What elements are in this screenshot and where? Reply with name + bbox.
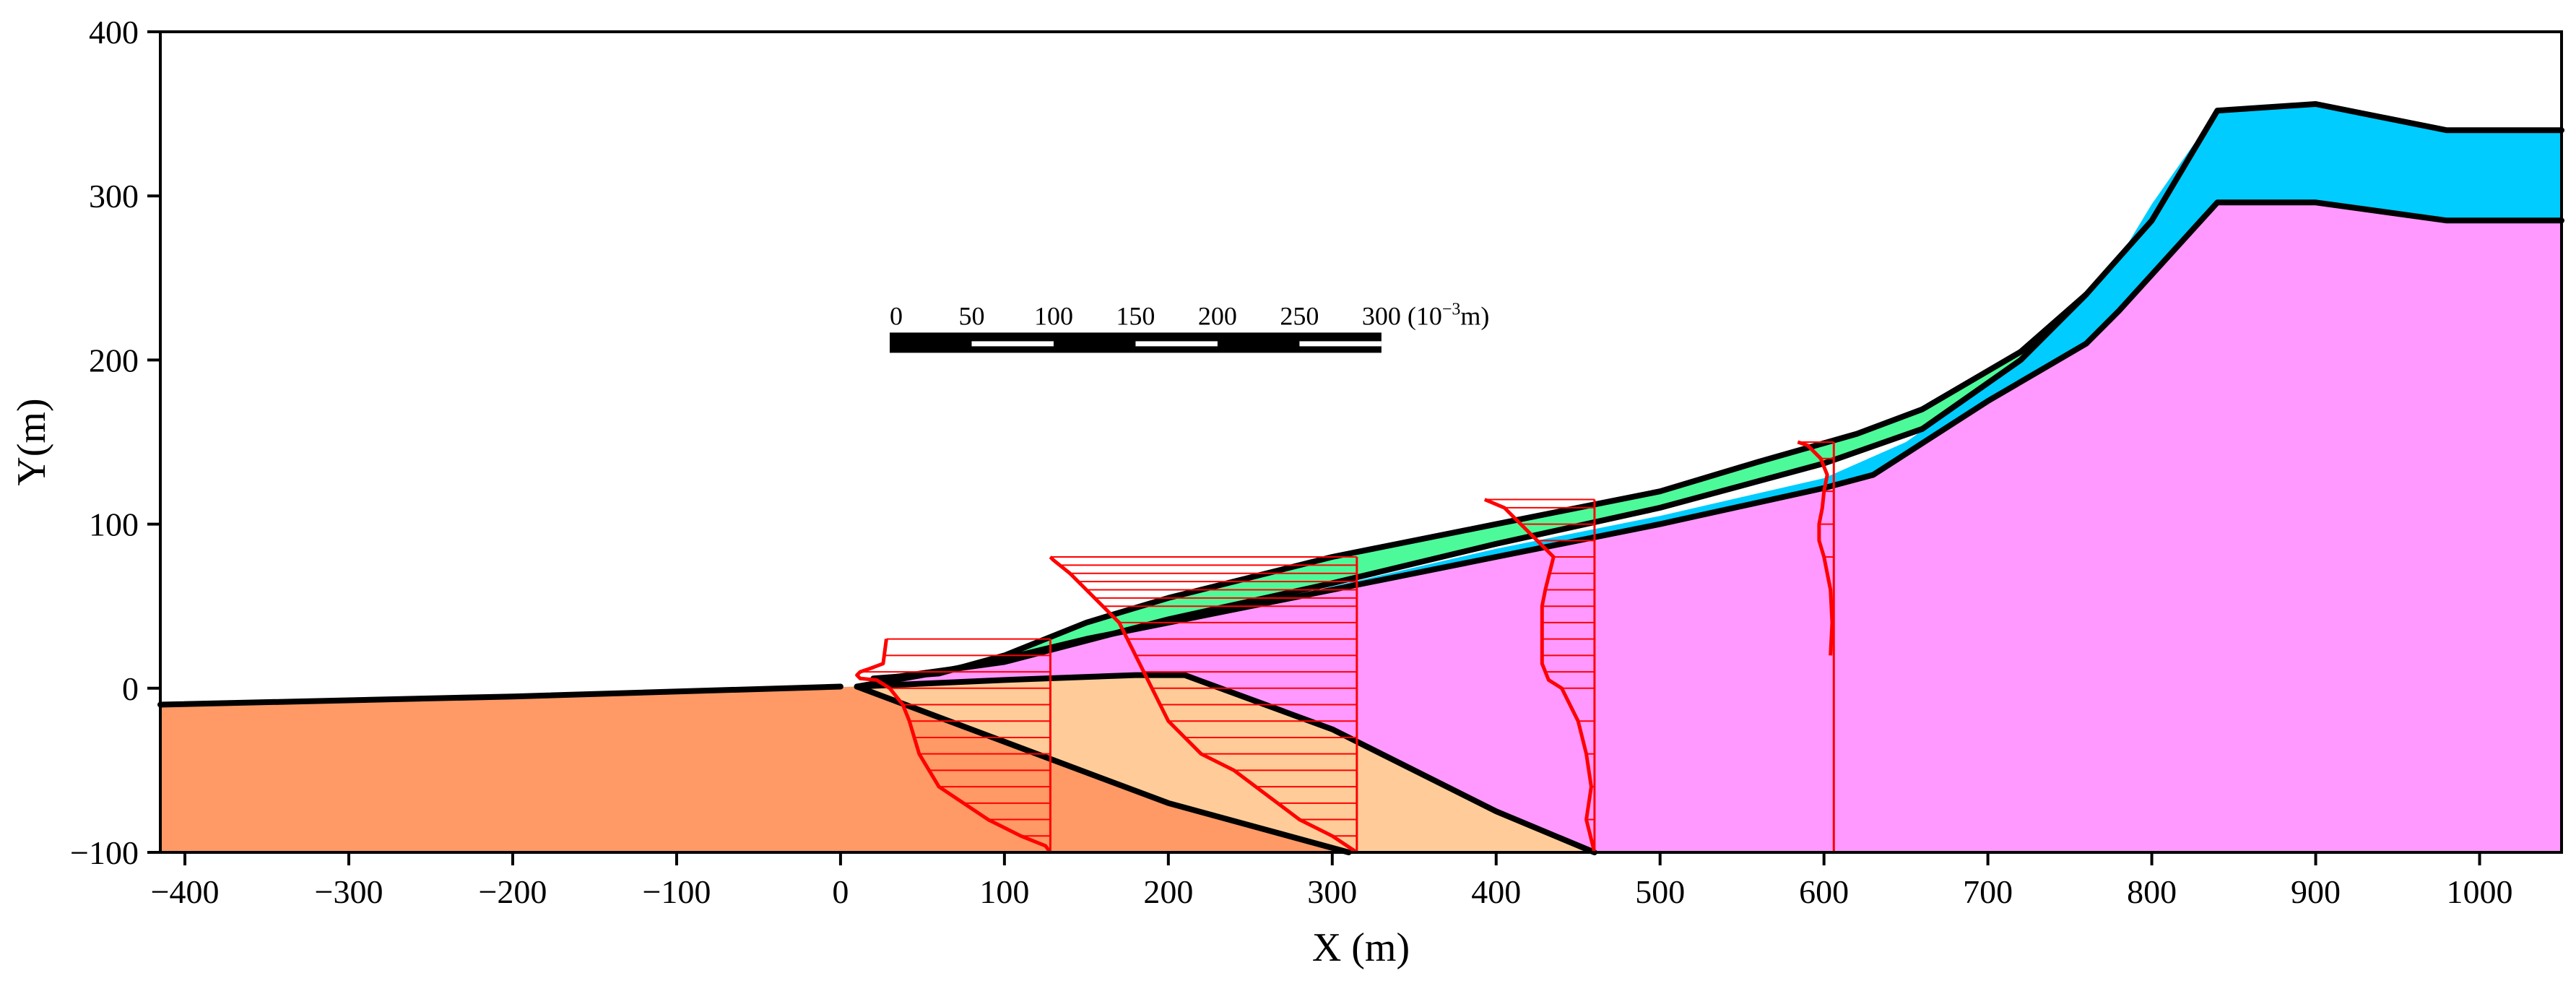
- displacement-profile-3: [1483, 498, 1597, 853]
- scale-bar-tick-label: 200: [1198, 301, 1237, 330]
- x-tick-label: −300: [315, 873, 383, 910]
- x-tick-label: 0: [832, 873, 849, 910]
- x-axis: −400 −300 −200 −100 0 100 200 300 400 500 600 700 80…: [151, 852, 2513, 910]
- x-tick-label: 700: [1963, 873, 2013, 910]
- y-tick-label: −100: [70, 834, 139, 871]
- displacement-scale-bar: 0 50 100 150 200 250 300 (10−3m): [889, 300, 1490, 353]
- x-tick-label: 100: [979, 873, 1029, 910]
- profile-curve: [855, 639, 1052, 854]
- scale-bar-tick-label: 0: [890, 301, 903, 330]
- y-axis: −100 0 100 200 300 400: [70, 14, 160, 871]
- x-tick-label: 500: [1635, 873, 1685, 910]
- x-tick-label: 900: [2291, 873, 2341, 910]
- displacement-profile-2: [1049, 555, 1358, 855]
- y-tick-label: 0: [122, 670, 139, 707]
- ground-surface-left: [157, 683, 844, 708]
- scale-bar-white-segment: [971, 341, 1054, 347]
- x-tick-label: 600: [1799, 873, 1849, 910]
- x-tick-label: 1000: [2447, 873, 2513, 910]
- displacement-profiles: [855, 440, 1835, 855]
- scale-bar-white-segment: [1135, 341, 1218, 347]
- scale-bar-tick-label: 150: [1116, 301, 1155, 330]
- y-tick-label: 100: [89, 506, 139, 543]
- scale-bar-tick-label: 250: [1280, 301, 1319, 330]
- displacement-profile-4: [1797, 440, 1835, 852]
- x-tick-label: −100: [642, 873, 711, 910]
- displacement-profile-1: [855, 638, 1052, 854]
- y-tick-label: 400: [89, 14, 139, 51]
- x-tick-label: −200: [478, 873, 547, 910]
- tan-layer: [857, 675, 1595, 852]
- geological-layers: [160, 104, 2562, 852]
- plot-frame: [159, 30, 2563, 854]
- x-tick-label: −400: [151, 873, 220, 910]
- blue-layer: [890, 104, 2562, 680]
- scale-bar-tick-label: 300: [1362, 301, 1401, 330]
- x-tick-label: 200: [1143, 873, 1193, 910]
- x-tick-label: 400: [1471, 873, 1521, 910]
- x-axis-title: X (m): [1312, 925, 1410, 970]
- scale-bar-tick-label: 100: [1034, 301, 1073, 330]
- y-tick-label: 200: [89, 342, 139, 379]
- scale-bar-unit: (10−3m): [1408, 300, 1490, 330]
- x-tick-label: 800: [2127, 873, 2177, 910]
- y-axis-title: Y(m): [9, 398, 54, 485]
- pink-layer: [857, 202, 2562, 852]
- y-tick-label: 300: [89, 178, 139, 215]
- profile-curve: [1797, 440, 1834, 656]
- x-tick-label: 300: [1307, 873, 1357, 910]
- tan-pink-boundary: [854, 672, 1597, 855]
- orange-layer: [160, 686, 1349, 852]
- orange-tan-boundary: [854, 683, 1352, 855]
- profile-curve: [1483, 498, 1597, 853]
- profile-curve: [1049, 555, 1358, 855]
- layer-boundaries: [157, 101, 2564, 855]
- scale-bar-tick-label: 50: [958, 301, 984, 330]
- scale-bar-white-segment: [1299, 341, 1382, 347]
